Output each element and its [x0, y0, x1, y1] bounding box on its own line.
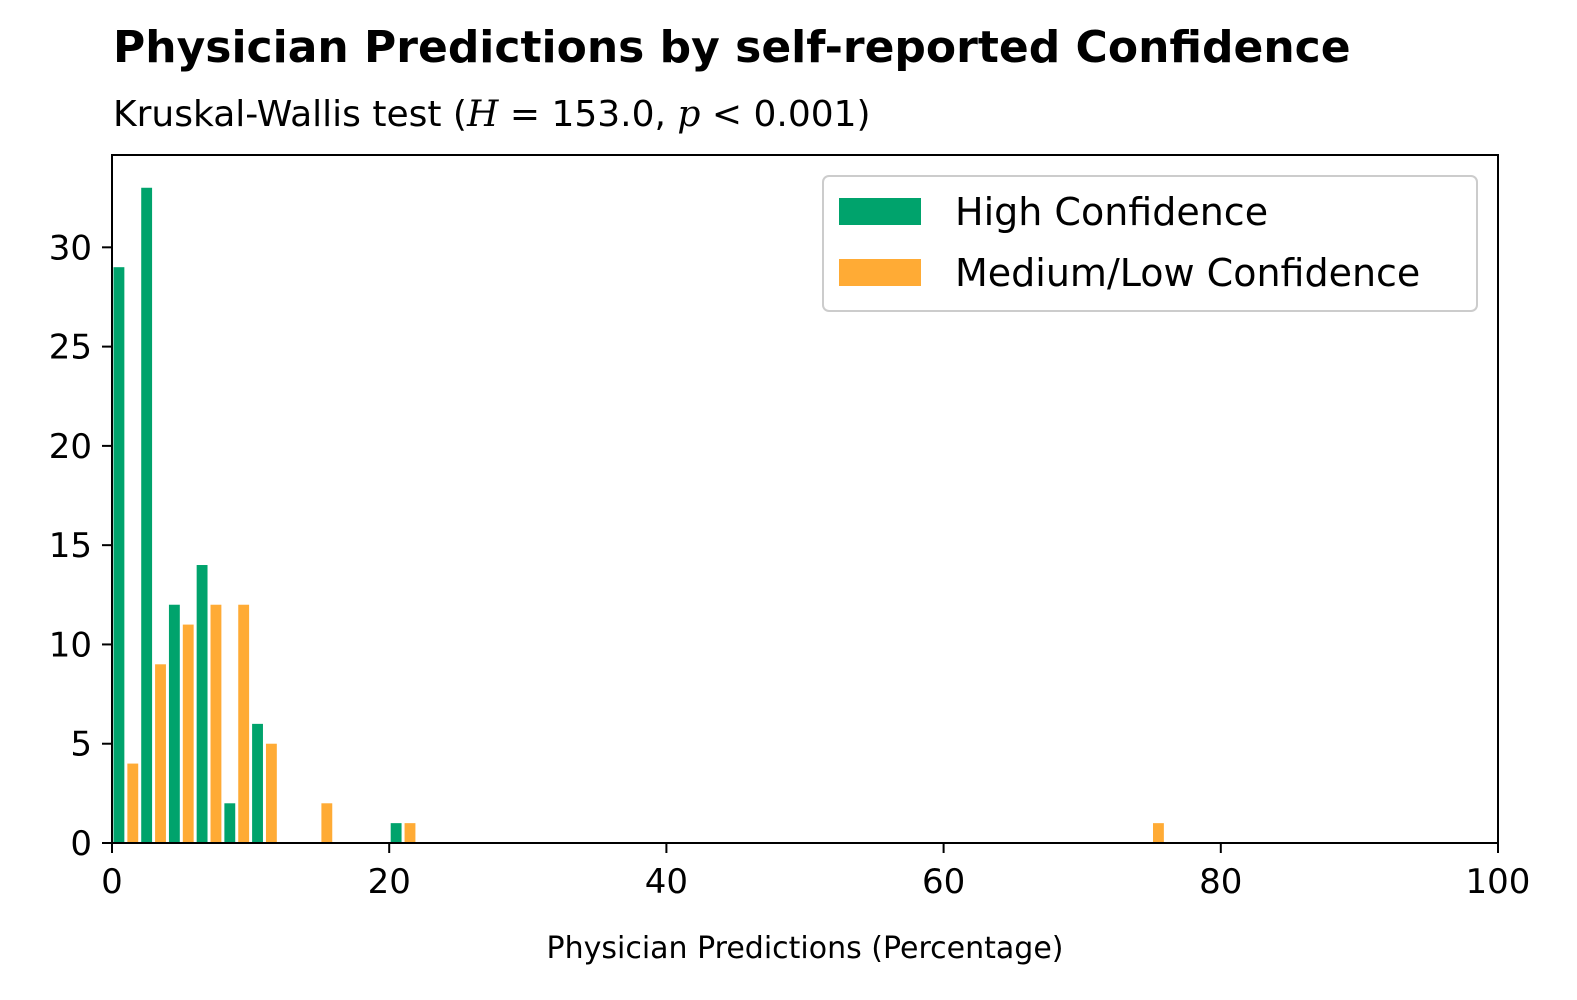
x-tick-label: 60 — [922, 862, 965, 902]
legend: High Confidence Medium/Low Confidence — [822, 175, 1478, 312]
y-tick-label: 25 — [49, 328, 92, 368]
chart-title: Physician Predictions by self-reported C… — [113, 22, 1351, 73]
bar-high-confidence-10 — [252, 723, 263, 843]
chart-subtitle: Kruskal-Wallis test (H = 153.0, p < 0.00… — [113, 94, 871, 135]
y-tick-label: 20 — [49, 427, 92, 467]
y-tick-label: 0 — [70, 824, 92, 864]
x-tick-label: 100 — [1466, 862, 1531, 902]
bar-high-confidence-6 — [196, 565, 208, 843]
legend-label-medium-low-confidence: Medium/Low Confidence — [955, 251, 1420, 295]
subtitle-h-text: = 153.0, — [498, 94, 678, 135]
y-tick-label: 5 — [70, 725, 92, 765]
x-axis-label: Physician Predictions (Percentage) — [547, 931, 1064, 966]
x-tick-label: 20 — [368, 862, 411, 902]
bar-medium-low-confidence-8 — [238, 604, 250, 843]
x-tick-label: 80 — [1199, 862, 1242, 902]
legend-swatch-high-confidence — [839, 198, 921, 225]
y-tick-label: 10 — [49, 625, 92, 665]
bar-high-confidence-20 — [390, 823, 402, 843]
subtitle-p-symbol: p — [677, 94, 701, 135]
subtitle-prefix: Kruskal-Wallis test ( — [113, 94, 467, 135]
bars-group — [113, 187, 1164, 843]
bar-high-confidence-4 — [168, 604, 180, 843]
bar-medium-low-confidence-6 — [210, 604, 222, 843]
y-axis: 0 5 10 15 20 25 30 — [49, 228, 112, 864]
bar-high-confidence-2 — [141, 187, 153, 843]
x-tick-label: 0 — [101, 862, 123, 902]
legend-swatch-medium-low-confidence — [839, 259, 921, 286]
bar-medium-low-confidence-0 — [127, 763, 139, 843]
legend-box — [822, 175, 1478, 312]
legend-label-high-confidence: High Confidence — [955, 190, 1268, 234]
subtitle-h-symbol: H — [466, 94, 499, 135]
y-tick-label: 30 — [49, 228, 92, 268]
bar-high-confidence-8 — [224, 803, 236, 843]
bar-high-confidence-0 — [113, 267, 125, 843]
bar-medium-low-confidence-74 — [1153, 823, 1164, 843]
bar-medium-low-confidence-4 — [182, 624, 194, 843]
x-axis: 0 20 40 60 80 100 — [101, 843, 1530, 902]
x-tick-label: 40 — [645, 862, 688, 902]
plot-frame — [111, 154, 1499, 844]
bar-medium-low-confidence-14 — [321, 803, 333, 843]
subtitle-p-text: < 0.001) — [700, 94, 871, 135]
y-tick-label: 15 — [49, 526, 92, 566]
bar-medium-low-confidence-2 — [155, 664, 166, 843]
bar-medium-low-confidence-10 — [265, 743, 277, 843]
bar-medium-low-confidence-20 — [404, 823, 416, 843]
